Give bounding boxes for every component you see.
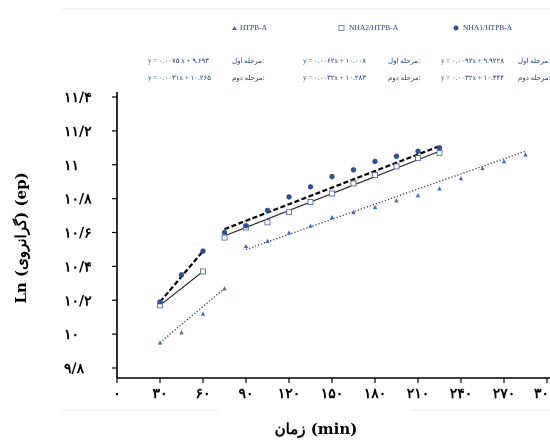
legend-marker-htpb [232,26,237,30]
point-nha2 [329,190,335,197]
point-htpb [222,286,227,291]
point-nha2 [264,219,271,226]
point-htpb [308,223,313,228]
point-htpb [329,215,335,220]
point-nha1 [243,223,249,229]
equation-htpb-stage1: y = ۰.۰۰۷۵ x + ۹.۶۹۳ [148,57,209,65]
point-nha2 [372,171,378,178]
point-htpb [265,238,270,243]
equation-nha1-stage2: y = ۰.۰۰۳۲x + ۱۰.۳۴۴ [441,74,504,82]
equation-nha2-stage2: y = ۰.۰۰۳۲x + ۱۰.۲۸۳ [303,74,366,82]
point-nha1 [350,167,357,173]
equation-nha1-stage1-label: مرحله اول: [518,57,550,65]
x-axis-label: زمان (min) [275,420,358,438]
point-htpb [523,152,528,157]
y-tick-label: ۱۰/۴ [64,259,92,275]
legend: HTPB-A NHA2/HTPB-A NHA1/HTPB-A [232,23,513,32]
equation-nha2-stage2-label: مرحله دوم: [388,74,421,82]
x-tick-label: ۱۵۰ [321,386,344,402]
point-htpb [200,311,206,316]
x-ticks: ۰ ۳۰ ۶۰ ۹۰ ۱۲۰ ۱۵۰ ۱۸۰ ۲۱۰ ۲۴۰ ۲۷۰ ۳۰ [113,378,549,402]
point-htpb [458,176,464,181]
y-tick-label: ۱۰/۲ [64,293,92,309]
point-nha2 [350,180,357,187]
point-nha1 [286,194,292,200]
point-nha2 [286,209,292,216]
point-nha1 [329,173,335,180]
point-nha2 [436,149,443,156]
y-tick-label: ۱۱/۲ [64,124,92,140]
x-tick-label: ۹۰ [238,386,253,402]
trendline-dotted [245,150,526,251]
y-tick-label: ۹/۸ [64,361,85,377]
point-nha1 [372,158,378,165]
equation-nha1-stage2-label: مرحله دوم: [518,74,550,82]
point-htpb [480,165,485,171]
point-nha2 [393,163,400,170]
point-nha1 [393,153,400,159]
equation-nha2-stage1-label: مرحله اول: [388,57,420,65]
point-nha1 [157,299,163,305]
x-tick-label: ۲۴۰ [450,386,473,402]
point-nha2 [307,199,314,205]
x-tick-label: ۰ [113,386,121,402]
legend-label-htpb: HTPB-A [240,23,268,32]
trendline-dashed [224,145,440,231]
point-nha1 [221,229,228,236]
point-nha2 [221,234,228,241]
legend-marker-nha1 [453,25,459,31]
x-tick-label: ۳۰ [152,386,167,402]
y-tick-label: ۱۰ [64,327,79,343]
point-nha1 [178,272,185,278]
trendlines [159,145,526,344]
y-tick-label: ۱۱ [64,158,79,174]
point-nha1 [264,207,271,214]
x-tick-label: ۶۰ [195,386,210,402]
axes [116,92,550,379]
x-tick-label: ۲۷۰ [493,386,516,402]
x-tick-label: ۲۱۰ [407,386,430,402]
point-htpb [437,186,442,191]
legend-label-nha2: NHA2/HTPB-A [349,23,399,32]
point-nha2 [415,155,421,161]
point-nha1 [415,148,421,154]
point-htpb [243,243,249,249]
legend-marker-nha2 [338,25,345,31]
x-tick-label: ۱۲۰ [278,386,301,402]
trendline-dotted [159,287,225,344]
point-htpb [415,193,421,198]
legend-label-nha1: NHA1/HTPB-A [463,23,513,32]
y-ticks: ۹/۸ ۱۰ ۱۰/۲ ۱۰/۴ ۱۰/۶ ۱۰/۸ ۱۱ ۱۱/۲ ۱۱/۴ [64,90,117,377]
equation-htpb-stage1-label: مرحله اول: [232,57,264,65]
equation-nha1-stage1: y = ۰.۰۰۹۲x + ۹.۹۲۲۸ [441,57,504,65]
point-htpb [157,340,163,345]
equation-htpb-stage2: y = ۰.۰۰۳۱x + ۱۰.۲۶۵ [148,74,211,82]
point-htpb [179,330,184,335]
point-htpb [351,209,356,215]
point-nha2 [200,268,206,275]
point-htpb [372,204,378,210]
equation-nha2-stage1: y = ۰.۰۰۶۲x + ۱۰.۰۰۸ [303,57,366,65]
y-tick-label: ۱۰/۶ [64,226,92,242]
point-htpb [501,159,507,164]
point-nha1 [200,248,206,254]
point-htpb [286,230,292,235]
point-nha1 [436,145,443,151]
equations: y = ۰.۰۰۷۵ x + ۹.۶۹۳ مرحله اول: y = ۰.۰۰… [148,57,550,82]
y-tick-label: ۱۱/۴ [64,90,92,106]
y-axis-label: Ln (گرانروی) (ep) [12,172,30,303]
trendline-solid [159,271,204,306]
x-tick-label: ۱۸۰ [364,386,387,402]
x-tick-label: ۳۰ [534,386,549,402]
y-tick-label: ۱۰/۸ [64,192,92,208]
equation-htpb-stage2-label: مرحله دوم: [232,74,265,82]
point-nha1 [307,184,314,190]
point-htpb [394,198,399,203]
data-points [157,145,528,345]
